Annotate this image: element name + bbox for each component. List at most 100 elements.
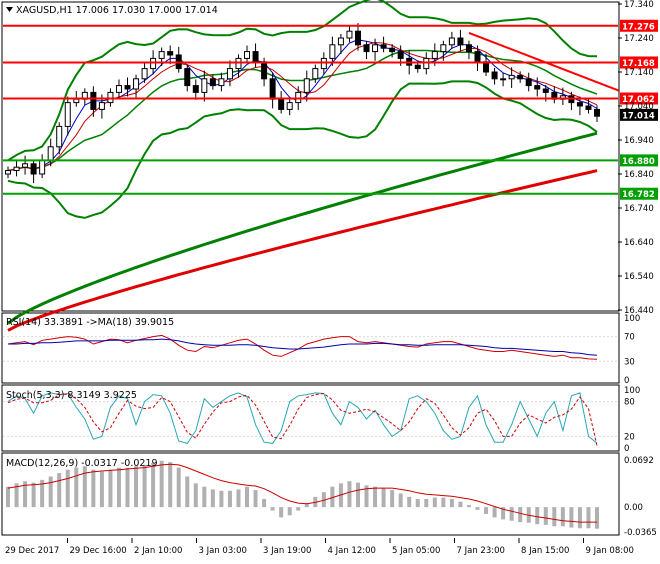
candle-body xyxy=(158,51,165,59)
main-panel-frame xyxy=(1,1,620,312)
macd-panel-title: MACD(12,26,9) -0.0317 -0.0219 xyxy=(6,458,158,469)
candle-body xyxy=(286,102,293,110)
candle-body xyxy=(124,85,131,90)
macd-bar xyxy=(287,507,292,516)
macd-bar xyxy=(484,507,489,514)
x-tick-label: 8 Jan 15:00 xyxy=(521,546,569,556)
macd-bar xyxy=(535,507,540,525)
y-tick-label: 16.940 xyxy=(624,136,654,146)
candle-body xyxy=(500,78,507,81)
macd-bar xyxy=(560,507,565,527)
candle-body xyxy=(226,68,233,80)
macd-bar xyxy=(415,498,420,508)
rsi-tick-label: 0 xyxy=(624,376,629,386)
macd-bar xyxy=(321,492,326,508)
current-price-label: 17.014 xyxy=(622,111,655,121)
candle-body xyxy=(303,78,310,93)
candle-body xyxy=(423,57,430,70)
level-label-bg xyxy=(620,154,658,167)
macd-bar xyxy=(492,507,497,518)
x-tick-label: 9 Jan 08:00 xyxy=(586,546,634,556)
x-tick-label: 5 Jan 05:00 xyxy=(392,546,440,556)
indicators-layer xyxy=(6,334,599,529)
macd-bar xyxy=(449,498,454,508)
macd-bar xyxy=(475,507,480,510)
candle-body xyxy=(372,44,379,53)
collapse-triangle-icon[interactable] xyxy=(6,7,13,12)
candle-body xyxy=(133,78,140,90)
candle-body xyxy=(389,47,396,53)
candle-body xyxy=(56,125,63,148)
macd-bar xyxy=(586,507,591,529)
stoch-signal-line xyxy=(7,392,598,446)
x-tick-label: 4 Jan 12:00 xyxy=(328,546,376,556)
main-panel-title: XAGUSD,H1 17.006 17.030 17.000 17.014 xyxy=(16,5,218,16)
main-panel-header: XAGUSD,H1 17.006 17.030 17.000 17.014 xyxy=(6,5,218,16)
macd-bar xyxy=(552,507,557,527)
macd-bar xyxy=(108,469,113,508)
macd-bar xyxy=(219,490,224,508)
macd-bar xyxy=(569,507,574,528)
candle-body xyxy=(431,51,438,59)
macd-bar xyxy=(373,486,378,508)
macd-bar xyxy=(432,497,437,508)
axes-layer: 17.340 17.240 17.140 17.040 16.940 16.840 16.7… xyxy=(5,0,657,556)
stoch-tick-label: 100 xyxy=(624,386,640,396)
macd-bar xyxy=(31,482,36,508)
level-label-bg xyxy=(620,187,658,200)
macd-bar xyxy=(236,489,241,508)
macd-bar xyxy=(466,505,471,508)
macd-bar xyxy=(245,486,250,508)
macd-tick-label: -0.0365 xyxy=(624,528,657,538)
rsi-tick-label: 30 xyxy=(624,357,635,367)
macd-bar xyxy=(364,485,369,508)
y-tick-label: 16.440 xyxy=(624,306,654,316)
macd-bar xyxy=(14,483,19,508)
level-label: 17.276 xyxy=(622,22,655,32)
x-tick-label: 29 Dec 16:00 xyxy=(70,546,127,556)
candle-body xyxy=(491,71,498,80)
macd-bar xyxy=(99,471,104,508)
candle-body xyxy=(201,78,208,93)
candle-body xyxy=(397,51,404,59)
slow-ma-line xyxy=(7,41,598,172)
macd-bar xyxy=(270,507,275,511)
macd-bar xyxy=(543,507,548,525)
candle-body xyxy=(448,37,455,46)
candle-body xyxy=(39,159,46,175)
level-label: 17.062 xyxy=(622,95,655,105)
levels-layer: 17.276 17.168 17.062 16.880 16.782 17.014 xyxy=(3,19,658,200)
macd-bar xyxy=(330,486,335,508)
x-tick-label: 7 Jan 23:00 xyxy=(457,546,505,556)
y-tick-label: 17.240 xyxy=(624,34,654,44)
candle-body xyxy=(594,108,600,117)
level-label-bg xyxy=(620,56,658,69)
candle-body xyxy=(278,98,285,110)
macd-bar xyxy=(441,497,446,508)
stoch-tick-label: 0 xyxy=(624,444,629,454)
level-label: 17.168 xyxy=(622,59,655,69)
candle-body xyxy=(47,146,54,161)
current-price-bg xyxy=(620,108,658,121)
candle-body xyxy=(98,102,105,110)
macd-bar xyxy=(23,481,28,508)
macd-bar xyxy=(355,482,360,508)
candle-body xyxy=(269,78,276,100)
candle-body xyxy=(192,85,199,93)
x-tick-label: 29 Dec 2017 xyxy=(5,546,59,556)
macd-bar xyxy=(595,507,599,529)
candle-body xyxy=(380,44,387,49)
candle-body xyxy=(244,51,251,59)
macd-tick-label: 0.0692 xyxy=(624,456,654,466)
candle-body xyxy=(508,74,515,80)
y-tick-label: 17.040 xyxy=(624,102,654,112)
candle-body xyxy=(363,44,370,53)
candle-body xyxy=(107,91,114,104)
macd-bar xyxy=(65,469,70,508)
stoch-panel-frame xyxy=(1,384,620,452)
candle-body xyxy=(184,68,191,87)
candle-body xyxy=(542,88,549,93)
macd-bar xyxy=(210,489,215,508)
candle-body xyxy=(261,61,268,80)
macd-bar xyxy=(159,460,164,508)
